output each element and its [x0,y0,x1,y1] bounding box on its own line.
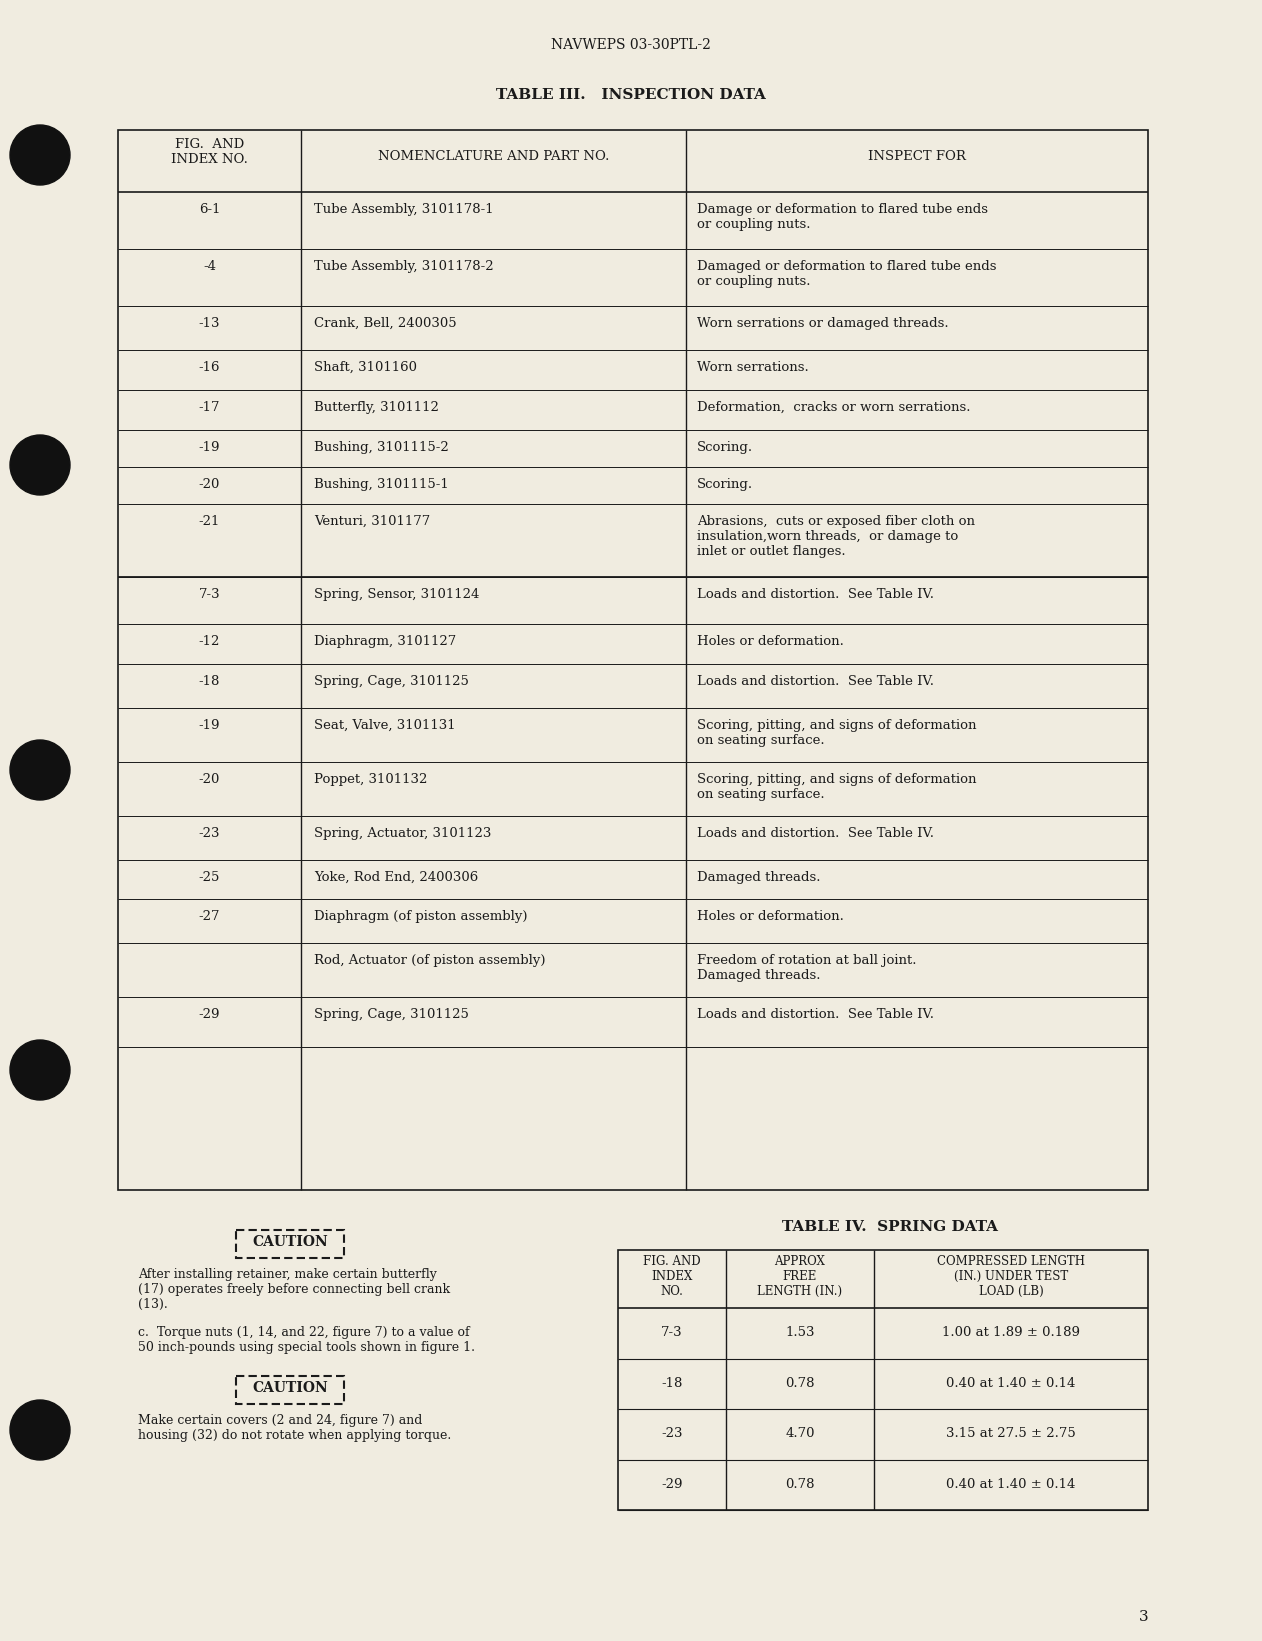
Text: Make certain covers (2 and 24, figure 7) and
housing (32) do not rotate when app: Make certain covers (2 and 24, figure 7)… [138,1415,452,1442]
Text: Scoring.: Scoring. [697,478,753,491]
Text: Freedom of rotation at ball joint.
Damaged threads.: Freedom of rotation at ball joint. Damag… [697,953,916,981]
Text: CAUTION: CAUTION [252,1236,328,1249]
Text: 0.78: 0.78 [785,1479,815,1490]
Text: Tube Assembly, 3101178-1: Tube Assembly, 3101178-1 [314,203,493,217]
Text: NAVWEPS 03-30PTL-2: NAVWEPS 03-30PTL-2 [551,38,711,53]
Text: Poppet, 3101132: Poppet, 3101132 [314,773,428,786]
Text: Yoke, Rod End, 2400306: Yoke, Rod End, 2400306 [314,871,478,884]
Text: -29: -29 [661,1479,683,1490]
Text: Damaged threads.: Damaged threads. [697,871,820,884]
Text: -23: -23 [198,827,221,840]
Text: 3: 3 [1138,1610,1148,1625]
Text: Shaft, 3101160: Shaft, 3101160 [314,361,416,374]
Text: Holes or deformation.: Holes or deformation. [697,911,844,922]
Text: -27: -27 [198,911,221,922]
Circle shape [10,1400,69,1460]
Text: Worn serrations.: Worn serrations. [697,361,809,374]
Circle shape [10,1040,69,1099]
Text: 0.40 at 1.40 ± 0.14: 0.40 at 1.40 ± 0.14 [946,1377,1075,1390]
Text: INSPECT FOR: INSPECT FOR [868,149,965,162]
Text: Spring, Cage, 3101125: Spring, Cage, 3101125 [314,674,469,688]
Text: Scoring, pitting, and signs of deformation
on seating surface.: Scoring, pitting, and signs of deformati… [697,773,977,801]
Text: -18: -18 [661,1377,683,1390]
Text: -13: -13 [198,317,221,330]
Text: FIG.  AND
INDEX NO.: FIG. AND INDEX NO. [172,138,247,166]
Text: -29: -29 [198,1008,221,1021]
Text: -25: -25 [199,871,220,884]
Text: CAUTION: CAUTION [252,1382,328,1395]
Text: NOMENCLATURE AND PART NO.: NOMENCLATURE AND PART NO. [377,149,610,162]
Text: Diaphragm (of piston assembly): Diaphragm (of piston assembly) [314,911,528,922]
Text: 0.78: 0.78 [785,1377,815,1390]
Text: Spring, Actuator, 3101123: Spring, Actuator, 3101123 [314,827,491,840]
Bar [119,130,1148,1190]
Text: APPROX
FREE
LENGTH (IN.): APPROX FREE LENGTH (IN.) [757,1255,843,1298]
Text: 3.15 at 27.5 ± 2.75: 3.15 at 27.5 ± 2.75 [946,1428,1076,1441]
Text: FIG. AND
INDEX
NO.: FIG. AND INDEX NO. [644,1255,700,1298]
Text: Deformation,  cracks or worn serrations.: Deformation, cracks or worn serrations. [697,400,970,414]
Text: TABLE III.   INSPECTION DATA: TABLE III. INSPECTION DATA [496,89,766,102]
Text: Bushing, 3101115-1: Bushing, 3101115-1 [314,478,449,491]
Text: Tube Assembly, 3101178-2: Tube Assembly, 3101178-2 [314,259,493,272]
Text: 7-3: 7-3 [198,587,221,601]
Text: c.  Torque nuts (1, 14, and 22, figure 7) to a value of
50 inch-pounds using spe: c. Torque nuts (1, 14, and 22, figure 7)… [138,1326,475,1354]
Text: Loads and distortion.  See Table IV.: Loads and distortion. See Table IV. [697,587,934,601]
Text: 1.00 at 1.89 ± 0.189: 1.00 at 1.89 ± 0.189 [941,1326,1080,1339]
Text: Spring, Cage, 3101125: Spring, Cage, 3101125 [314,1008,469,1021]
Text: 4.70: 4.70 [785,1428,815,1441]
Text: Scoring.: Scoring. [697,441,753,455]
Text: -19: -19 [198,719,221,732]
Text: -17: -17 [198,400,221,414]
Text: Crank, Bell, 2400305: Crank, Bell, 2400305 [314,317,457,330]
Text: Abrasions,  cuts or exposed fiber cloth on
insulation,worn threads,  or damage t: Abrasions, cuts or exposed fiber cloth o… [697,515,976,558]
Text: Damage or deformation to flared tube ends
or coupling nuts.: Damage or deformation to flared tube end… [697,203,988,231]
Text: Loads and distortion.  See Table IV.: Loads and distortion. See Table IV. [697,674,934,688]
Text: Damaged or deformation to flared tube ends
or coupling nuts.: Damaged or deformation to flared tube en… [697,259,997,289]
Text: Spring, Sensor, 3101124: Spring, Sensor, 3101124 [314,587,480,601]
Text: 0.40 at 1.40 ± 0.14: 0.40 at 1.40 ± 0.14 [946,1479,1075,1490]
Text: After installing retainer, make certain butterfly
(17) operates freely before co: After installing retainer, make certain … [138,1268,451,1311]
Text: Butterfly, 3101112: Butterfly, 3101112 [314,400,439,414]
Text: 7-3: 7-3 [661,1326,683,1339]
Circle shape [10,435,69,496]
Bar [618,1250,1148,1510]
Circle shape [10,740,69,801]
Text: -20: -20 [199,478,220,491]
Text: -20: -20 [199,773,220,786]
Text: Loads and distortion.  See Table IV.: Loads and distortion. See Table IV. [697,827,934,840]
Text: Scoring, pitting, and signs of deformation
on seating surface.: Scoring, pitting, and signs of deformati… [697,719,977,747]
Text: -4: -4 [203,259,216,272]
Text: Venturi, 3101177: Venturi, 3101177 [314,515,430,528]
Text: -21: -21 [199,515,220,528]
Text: Holes or deformation.: Holes or deformation. [697,635,844,648]
Text: -23: -23 [661,1428,683,1441]
Text: -16: -16 [198,361,221,374]
Text: -18: -18 [199,674,220,688]
Circle shape [10,125,69,185]
Text: 1.53: 1.53 [785,1326,815,1339]
Text: 6-1: 6-1 [198,203,221,217]
Text: Diaphragm, 3101127: Diaphragm, 3101127 [314,635,457,648]
Text: Worn serrations or damaged threads.: Worn serrations or damaged threads. [697,317,949,330]
Text: TABLE IV.  SPRING DATA: TABLE IV. SPRING DATA [782,1219,998,1234]
Text: Seat, Valve, 3101131: Seat, Valve, 3101131 [314,719,456,732]
Text: Rod, Actuator (of piston assembly): Rod, Actuator (of piston assembly) [314,953,545,967]
Text: COMPRESSED LENGTH
(IN.) UNDER TEST
LOAD (LB): COMPRESSED LENGTH (IN.) UNDER TEST LOAD … [936,1255,1085,1298]
Text: Loads and distortion.  See Table IV.: Loads and distortion. See Table IV. [697,1008,934,1021]
Text: Bushing, 3101115-2: Bushing, 3101115-2 [314,441,449,455]
Text: -19: -19 [198,441,221,455]
Text: -12: -12 [199,635,220,648]
